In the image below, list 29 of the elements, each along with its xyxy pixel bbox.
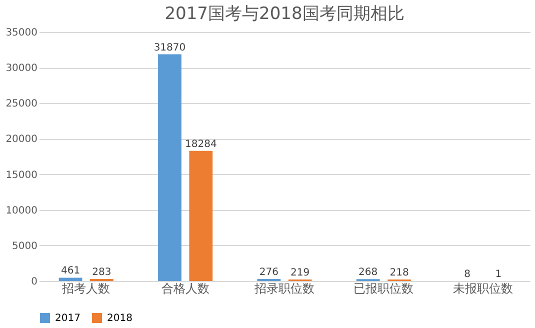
data-label: 218 <box>390 267 409 278</box>
data-label: 461 <box>60 266 80 277</box>
x-tick-label: 招考人数 <box>61 282 110 296</box>
y-tick-label: 35000 <box>6 28 38 38</box>
bar <box>58 278 82 281</box>
chart-title: 2017国考与2018国考同期相比 <box>164 4 404 24</box>
data-label: 219 <box>290 267 310 278</box>
bar <box>158 54 182 281</box>
x-tick-label: 合格人数 <box>161 282 210 296</box>
data-label: 283 <box>92 266 112 278</box>
x-tick-label: 招录职位数 <box>254 282 314 296</box>
legend-label: 2017 <box>55 313 80 324</box>
y-tick-label: 5000 <box>12 240 38 252</box>
data-label: 18284 <box>184 138 217 150</box>
x-tick-label: 未报职位数 <box>452 282 513 296</box>
data-label: 276 <box>259 267 278 278</box>
data-label: 268 <box>358 267 378 278</box>
legend-label: 2018 <box>107 313 132 324</box>
y-tick-label: 0 <box>31 276 38 288</box>
data-label: 8 <box>464 268 470 280</box>
data-label: 31870 <box>154 42 186 54</box>
y-tick-label: 15000 <box>6 170 38 181</box>
data-label: 1 <box>495 268 502 280</box>
bar <box>189 150 213 281</box>
y-tick-label: 10000 <box>6 205 38 216</box>
x-tick-label: 已报职位数 <box>354 282 414 296</box>
y-tick-label: 20000 <box>6 134 38 146</box>
y-tick-label: 25000 <box>6 98 38 110</box>
y-tick-label: 30000 <box>6 63 38 74</box>
